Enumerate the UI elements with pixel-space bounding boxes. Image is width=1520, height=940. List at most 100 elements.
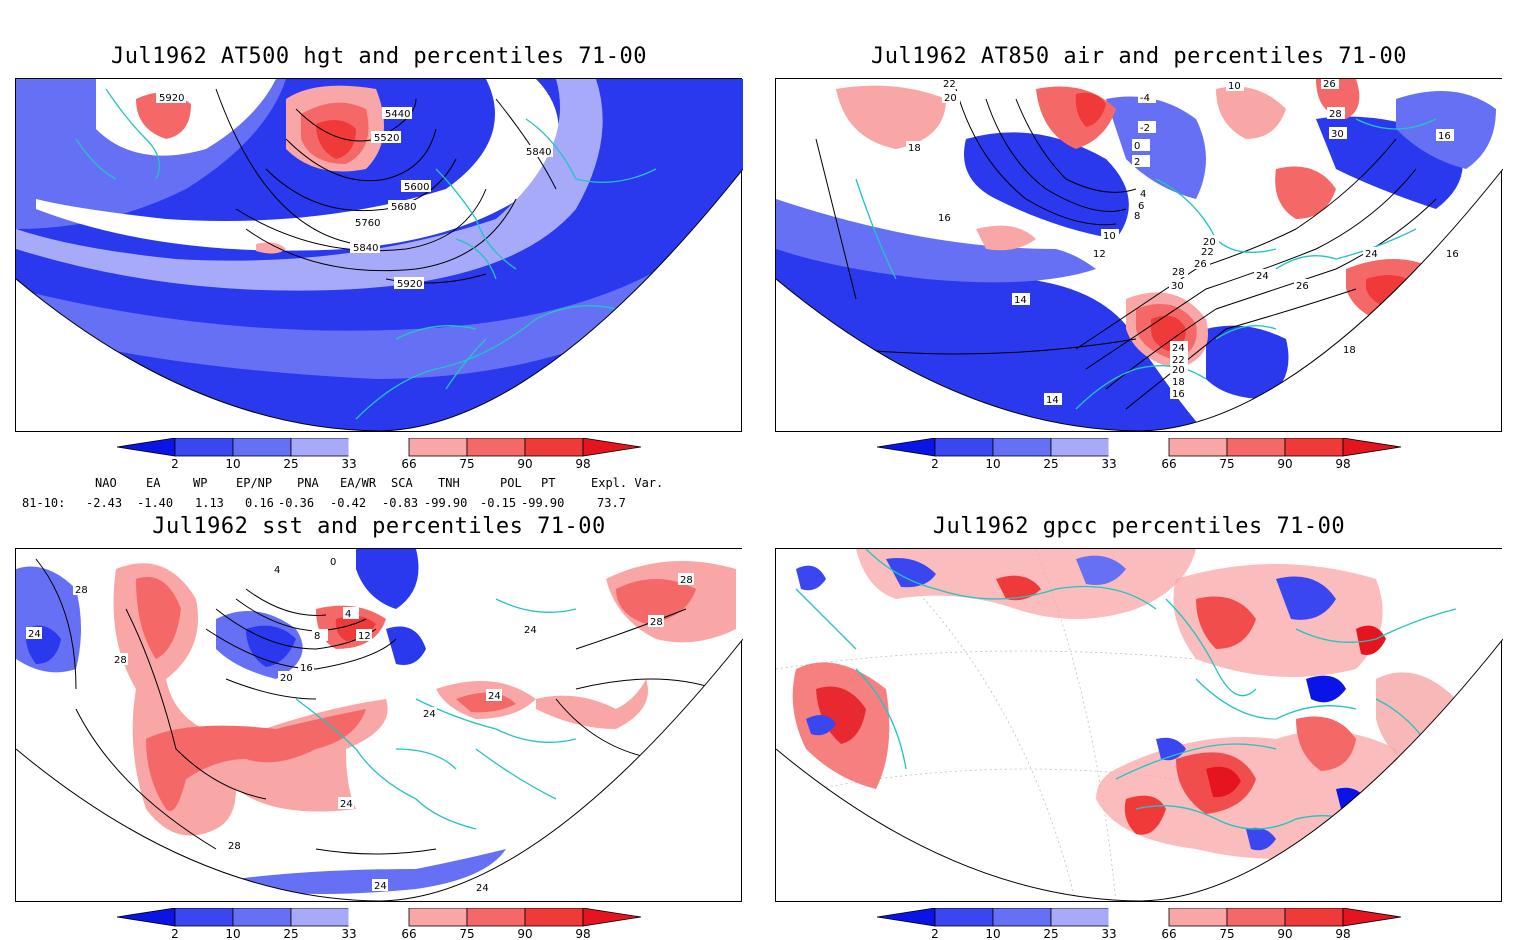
colorbar-tick: 33 [341, 927, 356, 940]
colorbar-tick: 25 [283, 927, 298, 940]
index-name: PNA [297, 476, 319, 490]
contour-label: 24 [1365, 249, 1378, 260]
contour-label: 16 [1172, 389, 1185, 400]
contour-label: 24 [374, 881, 387, 892]
panel-title: Jul1962 AT850 air and percentiles 71-00 [870, 44, 1408, 69]
contour-label: 28 [1172, 267, 1185, 278]
index-value: -1.40 [137, 496, 174, 510]
colorbar-tick: 75 [459, 457, 474, 470]
contour-label: 12 [358, 631, 371, 642]
contour-label: 20 [1172, 365, 1185, 376]
colorbar: 2 10 25 33 66 75 90 98 [117, 908, 642, 940]
colorbar-tick: 66 [401, 457, 416, 470]
colorbar: 2 10 25 33 66 75 90 98 [877, 908, 1402, 940]
colorbar-tick: 33 [1101, 927, 1116, 940]
panel-title: Jul1962 AT500 hgt and percentiles 71-00 [110, 44, 648, 69]
colorbar-tick: 90 [1277, 457, 1292, 470]
contour-label: 22 [943, 79, 956, 90]
contour-label: 24 [340, 799, 353, 810]
contour-label: 14 [1046, 395, 1059, 406]
index-value: -0.42 [330, 496, 367, 510]
colorbar-tick: 66 [1161, 457, 1176, 470]
index-name: EP/NP [236, 476, 273, 490]
contour-label: 30 [1331, 129, 1344, 140]
contour-label: 10 [1103, 231, 1116, 242]
contour-label: 12 [1093, 249, 1106, 260]
index-value: -2.43 [86, 496, 123, 510]
colorbar-tick: 10 [225, 927, 240, 940]
contour-label: 5680 [391, 202, 416, 213]
index-name: TNH [438, 476, 460, 490]
contour-label: 5920 [397, 279, 422, 290]
contour-label: 10 [1228, 81, 1241, 92]
contour-label: 5840 [353, 243, 378, 254]
index-name: NAO [95, 476, 117, 490]
colorbar-tick: 98 [575, 927, 590, 940]
contour-label: 0 [1134, 141, 1140, 152]
colorbar-tick: 25 [1043, 927, 1058, 940]
index-name: PT [541, 476, 556, 490]
contour-label: 24 [476, 883, 489, 894]
contour-label: 16 [1438, 131, 1451, 142]
index-name: EA [146, 476, 161, 490]
contour-label: 28 [75, 585, 88, 596]
contour-label: 16 [1446, 249, 1459, 260]
contour-label: 20 [1203, 237, 1216, 248]
index-value: 0.16 [245, 496, 274, 510]
colorbar-tick: 98 [1335, 927, 1350, 940]
contour-label: 18 [1172, 377, 1185, 388]
colorbar-tick: 66 [1161, 927, 1176, 940]
contour-label: 28 [114, 655, 127, 666]
contour-label: 22 [1201, 247, 1214, 258]
contour-label: 26 [1194, 259, 1207, 270]
index-name: POL [500, 476, 522, 490]
index-value: -99.90 [521, 496, 565, 510]
map-panel-gpcc [775, 548, 1503, 902]
map-canvas: 5920 5440 5520 5600 5680 5760 5840 5840 … [16, 79, 743, 432]
contour-label: 24 [488, 691, 501, 702]
panel-title: Jul1962 sst and percentiles 71-00 [152, 514, 606, 539]
colorbar-tick: 90 [517, 457, 532, 470]
contour-label: 26 [1323, 79, 1336, 90]
index-name: SCA [391, 476, 413, 490]
contour-label: 18 [908, 143, 921, 154]
colorbar-tick: 25 [283, 457, 298, 470]
contour-label: 4 [274, 565, 280, 576]
contour-label: 5600 [404, 182, 429, 193]
contour-label: 24 [423, 709, 436, 720]
index-name: Expl. Var. [591, 476, 664, 490]
map-panel-air850: 22 20 18 16 12 10 8 6 4 2 0 -2 -4 10 26 … [775, 78, 1503, 432]
contour-label: 8 [314, 631, 320, 642]
map-panel-sst: 28 24 28 4 8 12 16 20 24 24 24 24 28 28 … [15, 548, 743, 902]
contour-label: 5840 [526, 147, 551, 158]
contour-label: 16 [300, 663, 313, 674]
colorbar-tick: 75 [1219, 457, 1234, 470]
index-value: 1.13 [195, 496, 224, 510]
map-panel-hgt500: 5920 5440 5520 5600 5680 5760 5840 5840 … [15, 78, 743, 432]
contour-label: 20 [280, 673, 293, 684]
contour-label: 30 [1171, 281, 1184, 292]
colorbar-tick: 33 [1101, 457, 1116, 470]
contour-label: -2 [1140, 123, 1150, 134]
colorbar-tick: 10 [225, 457, 240, 470]
contour-label: 24 [1172, 343, 1185, 354]
index-value: 73.7 [597, 496, 626, 510]
contour-label: 0 [330, 557, 336, 568]
teleconnection-indices: NAO EA WP EP/NP PNA EA/WR SCA TNH POL PT… [0, 474, 760, 514]
panel-title: Jul1962 gpcc percentiles 71-00 [932, 514, 1346, 539]
index-value: -0.36 [278, 496, 315, 510]
colorbar-tick: 10 [985, 927, 1000, 940]
map-canvas: 28 24 28 4 8 12 16 20 24 24 24 24 28 28 … [16, 549, 743, 902]
contour-label: 20 [944, 93, 957, 104]
index-row-label: 81-10: [22, 496, 66, 510]
colorbar-tick: 2 [171, 457, 179, 470]
index-name: EA/WR [340, 476, 377, 490]
colorbar-tick: 10 [985, 457, 1000, 470]
contour-label: 22 [1172, 355, 1185, 366]
colorbar-tick: 2 [931, 927, 939, 940]
contour-label: 8 [1134, 211, 1140, 222]
contour-label: 5920 [159, 93, 184, 104]
colorbar-tick: 25 [1043, 457, 1058, 470]
index-value: -0.83 [382, 496, 419, 510]
contour-label: 6 [1138, 201, 1144, 212]
